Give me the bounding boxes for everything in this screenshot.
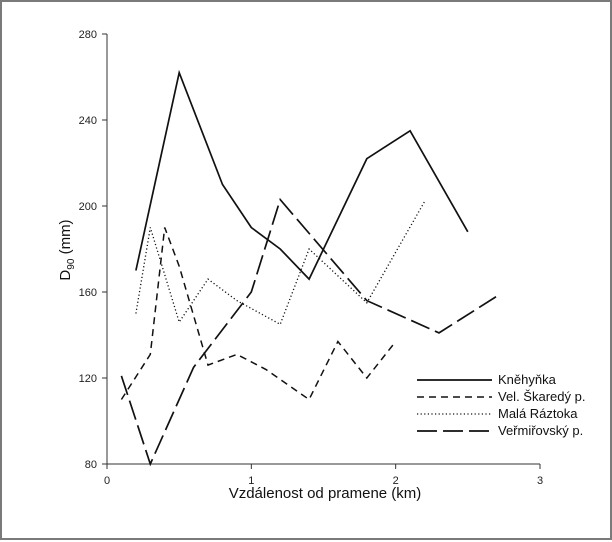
series-line-4 xyxy=(120,197,498,467)
legend-label-2: Vel. Škaredý p. xyxy=(498,389,585,404)
series-line-1 xyxy=(135,69,469,281)
y-tick-label: 240 xyxy=(79,115,97,127)
axis-ticks: 80 120 160 200 240 280 0 1 2 3 xyxy=(79,29,543,487)
y-tick-label: 280 xyxy=(79,29,97,41)
series-line-3 xyxy=(135,201,426,326)
series-line-2 xyxy=(120,227,397,401)
y-tick-label: 200 xyxy=(79,201,97,213)
axes xyxy=(106,34,540,465)
y-axis-title-main: D xyxy=(57,270,74,281)
y-tick-label: 160 xyxy=(79,287,97,299)
x-axis-title: Vzdálenost od pramene (km) xyxy=(229,485,422,502)
x-tick-label: 2 xyxy=(393,475,399,487)
y-axis-title-unit: (mm) xyxy=(57,219,74,258)
x-tick-label: 0 xyxy=(104,475,110,487)
legend-label-1: Kněhyňka xyxy=(498,372,557,387)
y-axis-title-subscript: 90 xyxy=(66,258,77,270)
x-tick-label: 1 xyxy=(248,475,254,487)
x-tick-label: 3 xyxy=(537,475,543,487)
legend: Kněhyňka Vel. Škaredý p. Malá Ráztoka Veřmi… xyxy=(417,372,585,438)
series-lines xyxy=(120,69,498,467)
y-tick-label: 80 xyxy=(85,459,97,471)
legend-label-3: Malá Ráztoka xyxy=(498,406,578,421)
legend-label-4: Veřmiřovský p. xyxy=(498,423,583,438)
y-tick-label: 120 xyxy=(79,373,97,385)
y-axis-title: D90 (mm) xyxy=(57,219,77,280)
